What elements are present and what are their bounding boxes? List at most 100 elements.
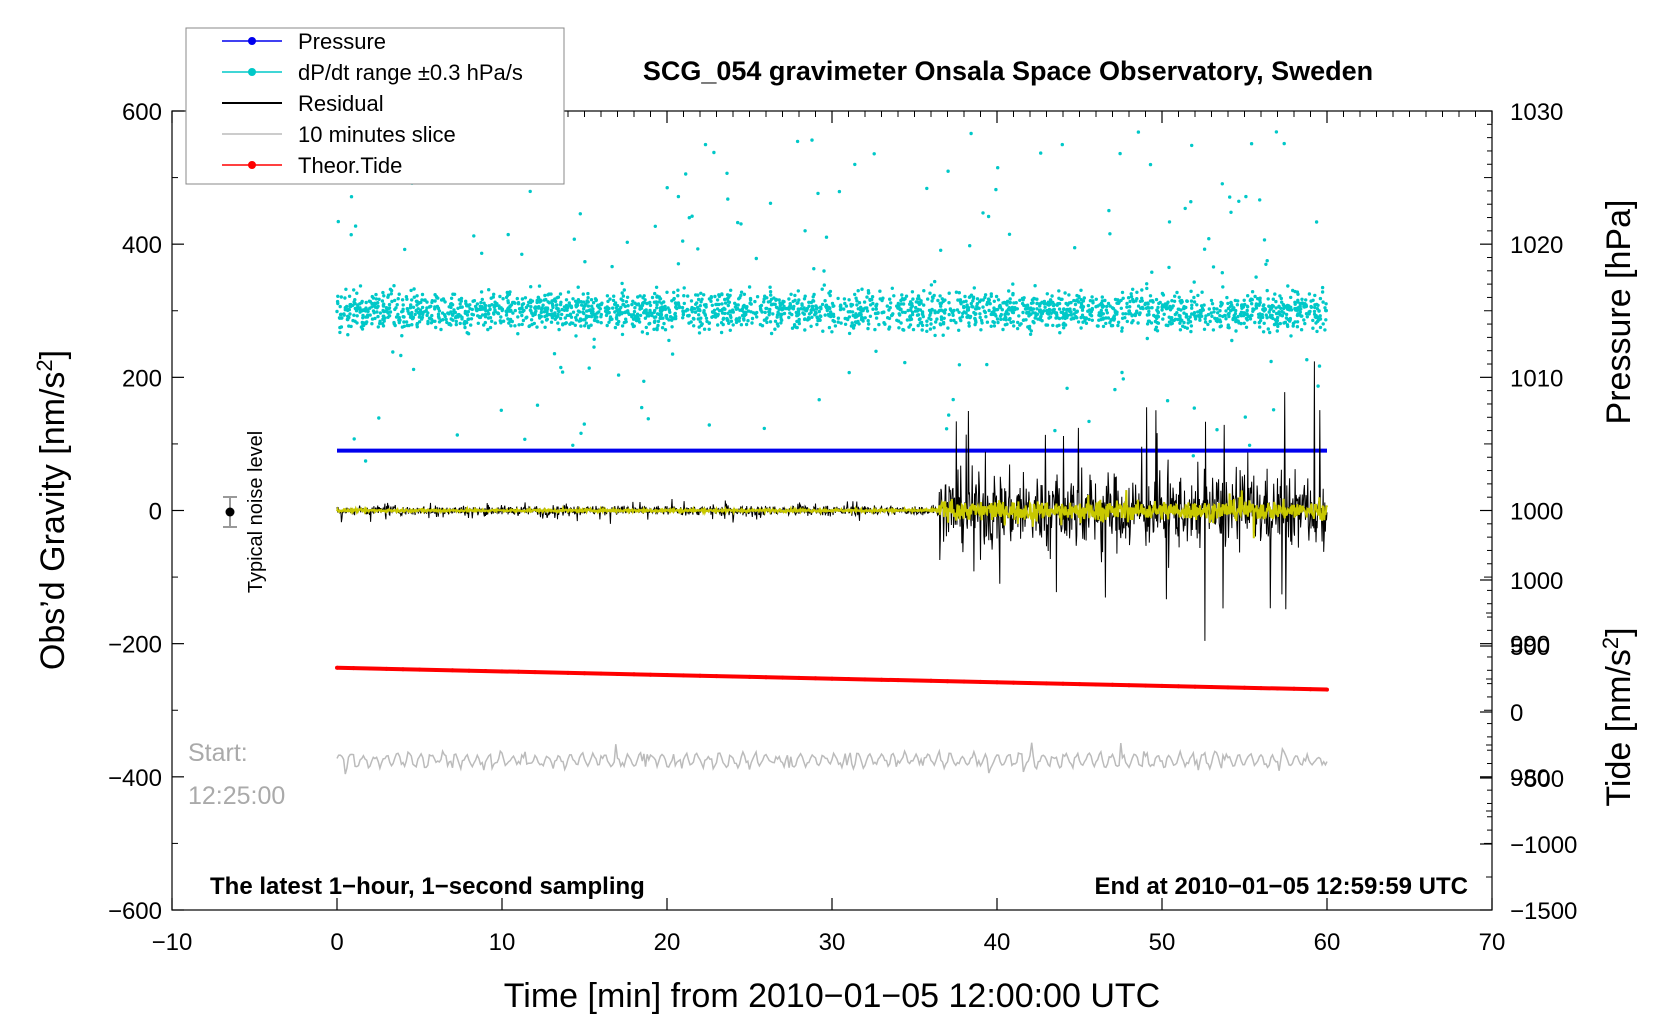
dpdt-point xyxy=(751,311,756,315)
dpdt-point xyxy=(1015,326,1020,331)
dpdt-point xyxy=(1318,314,1322,318)
dpdt-point xyxy=(1249,297,1253,301)
dpdt-point xyxy=(533,306,537,310)
dpdt-point xyxy=(1295,290,1300,294)
dpdt-point xyxy=(826,312,831,317)
dpdt-point xyxy=(370,317,375,321)
dpdt-point xyxy=(1062,307,1066,311)
dpdt-point xyxy=(1065,386,1069,390)
dpdt-point xyxy=(687,321,691,325)
dpdt-point xyxy=(939,315,944,319)
tide-point xyxy=(599,671,603,676)
dpdt-point xyxy=(793,293,797,298)
dpdt-point xyxy=(934,320,938,324)
dpdt-point xyxy=(774,297,778,302)
dpdt-point xyxy=(1179,319,1183,323)
dpdt-point xyxy=(686,314,691,318)
y-tick-label: 200 xyxy=(122,365,162,392)
dpdt-point xyxy=(638,307,642,311)
dpdt-point xyxy=(381,290,385,295)
dpdt-point xyxy=(346,333,350,337)
dpdt-point xyxy=(1278,321,1283,326)
dpdt-point xyxy=(1237,199,1241,203)
pressure-tick-label: 1030 xyxy=(1510,99,1563,126)
residual-smoothed-line xyxy=(336,490,1328,539)
tide-point xyxy=(764,675,768,680)
dpdt-point xyxy=(838,304,842,309)
dpdt-point xyxy=(1104,308,1109,312)
dpdt-point xyxy=(456,306,460,310)
dpdt-point xyxy=(1058,331,1062,335)
dpdt-point xyxy=(898,313,902,317)
dpdt-point xyxy=(1266,297,1270,301)
dpdt-point xyxy=(915,313,920,317)
dpdt-point xyxy=(460,305,464,309)
tide-point xyxy=(665,673,669,677)
left-axis-label: Obs’d Gravity [nm/s2] xyxy=(32,350,72,670)
dpdt-point xyxy=(586,291,590,296)
dpdt-point xyxy=(392,320,396,325)
tide-point xyxy=(698,673,702,678)
dpdt-point xyxy=(716,312,720,317)
dpdt-point xyxy=(1218,309,1222,313)
y-tick-label: 600 xyxy=(122,99,162,126)
dpdt-point xyxy=(566,305,570,310)
dpdt-point xyxy=(737,319,741,323)
dpdt-point xyxy=(726,197,730,201)
dpdt-point xyxy=(466,310,470,314)
dpdt-point xyxy=(810,306,815,310)
dpdt-point xyxy=(402,320,406,324)
dpdt-point xyxy=(546,293,550,297)
tide-point xyxy=(632,672,636,677)
dpdt-point xyxy=(1001,327,1005,332)
dpdt-point xyxy=(349,233,353,237)
dpdt-point xyxy=(540,306,544,310)
dpdt-point xyxy=(984,315,988,319)
dpdt-point xyxy=(742,317,746,321)
dpdt-point xyxy=(874,349,878,353)
tide-tick-label: 500 xyxy=(1510,634,1550,661)
dpdt-point xyxy=(997,304,1002,309)
dpdt-point xyxy=(1129,292,1133,296)
dpdt-point xyxy=(704,316,709,320)
dpdt-point xyxy=(890,286,894,290)
dpdt-point xyxy=(546,300,550,304)
dpdt-point xyxy=(353,301,357,306)
dpdt-point xyxy=(940,297,944,301)
dpdt-point xyxy=(1285,303,1290,308)
dpdt-point xyxy=(1195,303,1199,307)
dpdt-point xyxy=(823,299,827,303)
dpdt-point xyxy=(1323,306,1327,310)
dpdt-point xyxy=(1055,313,1059,317)
dpdt-point xyxy=(624,317,628,321)
dpdt-point xyxy=(957,363,962,367)
dpdt-point xyxy=(1164,323,1169,327)
dpdt-point xyxy=(1274,130,1279,134)
dpdt-point xyxy=(606,311,611,315)
dpdt-point xyxy=(889,301,893,305)
dpdt-point xyxy=(620,291,624,295)
dpdt-point xyxy=(1031,307,1036,311)
dpdt-point xyxy=(939,317,944,322)
dpdt-point xyxy=(810,138,814,142)
dpdt-point xyxy=(389,292,393,296)
bottom-right-note: End at 2010−01−05 12:59:59 UTC xyxy=(1094,873,1468,900)
dpdt-point xyxy=(1246,305,1250,309)
dpdt-point xyxy=(396,312,400,317)
legend-marker xyxy=(248,161,256,169)
dpdt-point xyxy=(1250,290,1255,294)
dpdt-point xyxy=(1234,318,1239,322)
tide-point xyxy=(929,678,933,683)
dpdt-point xyxy=(791,307,796,311)
dpdt-point xyxy=(1253,320,1257,325)
dpdt-point xyxy=(589,323,593,327)
dpdt-point xyxy=(707,327,711,331)
legend-box xyxy=(185,27,565,185)
dpdt-point xyxy=(523,296,528,300)
dpdt-point xyxy=(620,332,625,337)
dpdt-point xyxy=(765,320,769,325)
dpdt-point xyxy=(717,302,721,307)
dpdt-point xyxy=(573,299,578,303)
dpdt-point xyxy=(1116,320,1121,324)
